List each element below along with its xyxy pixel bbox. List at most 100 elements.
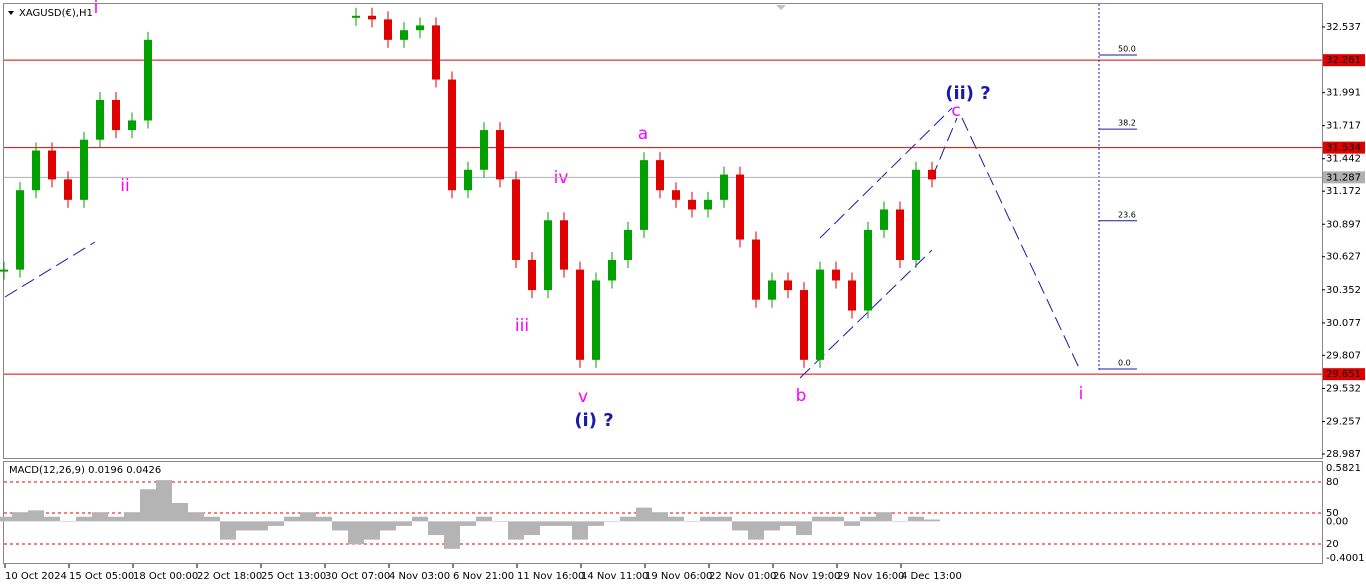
x-tick-label: 22 Nov 01:00 xyxy=(709,571,776,582)
macd-bar xyxy=(428,521,444,536)
x-tick-label: 6 Nov 21:00 xyxy=(453,571,514,582)
macd-bar xyxy=(28,510,44,522)
macd-bar xyxy=(604,521,620,522)
level-label: 20 xyxy=(1326,539,1339,550)
level-label: 50 xyxy=(1326,508,1339,519)
macd-bar xyxy=(860,516,876,522)
y-tick-label: 30.897 xyxy=(1326,219,1361,230)
candle xyxy=(464,169,472,191)
x-tick-label: 10 Oct 2024 xyxy=(5,571,67,582)
x-tick-label: 29 Nov 16:00 xyxy=(837,571,904,582)
candle xyxy=(144,39,152,121)
level-label: 80 xyxy=(1326,477,1339,488)
candle xyxy=(512,179,520,260)
macd-bar xyxy=(0,516,12,522)
candle xyxy=(400,30,408,40)
macd-bar xyxy=(92,512,108,522)
macd-bar xyxy=(796,521,812,536)
candle xyxy=(16,190,24,270)
macd-bar xyxy=(220,521,236,540)
macd-bar xyxy=(684,521,700,522)
macd-bar xyxy=(620,516,636,522)
macd-bar xyxy=(316,516,332,522)
macd-bar xyxy=(876,512,892,522)
menu-arrow[interactable] xyxy=(8,11,14,15)
projection-down xyxy=(961,117,1081,371)
macd-bar xyxy=(892,521,908,522)
price-tag xyxy=(1323,54,1365,67)
macd-bar xyxy=(380,521,396,531)
y-tick-label: 28.987 xyxy=(1326,449,1361,460)
macd-bar xyxy=(556,521,572,526)
symbol-title: XAGUSD(€),H1 xyxy=(19,8,93,19)
macd-bar xyxy=(572,521,588,540)
candle xyxy=(496,130,504,180)
candle xyxy=(416,25,424,31)
macd-bar xyxy=(252,521,268,531)
candle xyxy=(928,169,936,180)
x-tick-label: 18 Oct 00:00 xyxy=(133,571,198,582)
fib-label: 38.2 xyxy=(1118,119,1136,128)
price-tag-label: 32.261 xyxy=(1326,55,1361,66)
candle xyxy=(32,150,40,191)
candle xyxy=(752,239,760,300)
price-tag xyxy=(1323,368,1365,381)
y-tick-label: 29.807 xyxy=(1326,350,1361,361)
y-tick-label: 31.172 xyxy=(1326,186,1361,197)
macd-bar xyxy=(364,521,380,540)
candle xyxy=(800,290,808,360)
candle xyxy=(608,259,616,281)
price-tag-label: 31.287 xyxy=(1326,172,1361,183)
x-tick-label: 25 Oct 13:00 xyxy=(261,571,326,582)
y-tick-label: 31.717 xyxy=(1326,121,1361,132)
candle xyxy=(816,269,824,360)
x-tick-label: 26 Nov 19:00 xyxy=(773,571,840,582)
candle xyxy=(688,199,696,210)
candle xyxy=(128,120,136,131)
shift-marker[interactable] xyxy=(776,5,786,10)
candle xyxy=(48,150,56,180)
channel-upper xyxy=(819,107,953,239)
candle xyxy=(832,269,840,281)
wave-label: c xyxy=(951,101,960,121)
wave-label: (ii) ? xyxy=(945,83,991,104)
candle xyxy=(640,160,648,230)
macd-bar xyxy=(188,512,204,522)
wave-label: b xyxy=(796,386,807,406)
macd-bar xyxy=(12,512,28,522)
y-tick-label: 0.00 xyxy=(1326,516,1348,527)
candle xyxy=(896,209,904,260)
macd-bar xyxy=(508,521,524,540)
macd-bar xyxy=(236,521,252,531)
wave-label: iv xyxy=(554,168,569,188)
candle xyxy=(96,99,104,140)
macd-bar xyxy=(780,521,796,526)
macd-bar xyxy=(908,516,924,522)
macd-bar xyxy=(60,521,76,522)
candle xyxy=(784,280,792,291)
macd-bar xyxy=(748,521,764,540)
candle xyxy=(624,229,632,260)
candle xyxy=(768,280,776,300)
macd-bar xyxy=(716,516,732,522)
candle xyxy=(560,220,568,270)
macd-bar xyxy=(524,521,540,536)
y-tick-label: 29.257 xyxy=(1326,417,1361,428)
candle xyxy=(528,259,536,291)
price-tag-label: 31.534 xyxy=(1326,143,1361,154)
candle xyxy=(592,280,600,360)
macd-panel xyxy=(3,461,1323,564)
fib-label: 50.0 xyxy=(1118,45,1136,54)
y-tick-label: 30.352 xyxy=(1326,285,1361,296)
candle xyxy=(864,229,872,311)
x-tick-label: 11 Nov 16:00 xyxy=(517,571,584,582)
macd-bar xyxy=(268,521,284,526)
wave-label: i xyxy=(1079,384,1084,404)
macd-bar xyxy=(76,516,92,522)
macd-bar xyxy=(668,516,684,522)
y-tick-label: 32.537 xyxy=(1326,22,1361,33)
candle xyxy=(576,269,584,360)
macd-bar xyxy=(652,512,668,522)
